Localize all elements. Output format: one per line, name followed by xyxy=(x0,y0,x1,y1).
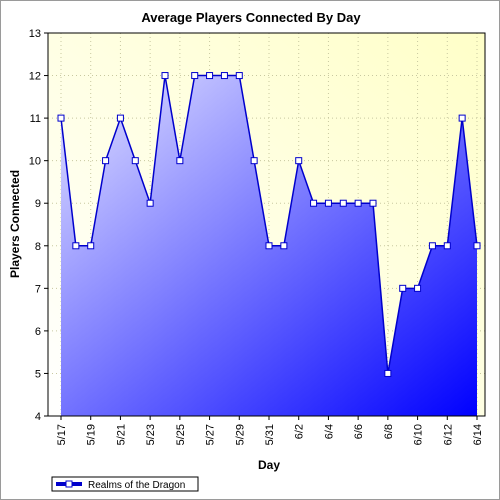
y-axis: 4 5 6 7 8 9 10 11 12 13 xyxy=(29,28,48,423)
data-point-marker xyxy=(131,157,139,165)
x-axis: 5/17 5/19 5/21 5/23 5/25 5/27 5/29 5/31 6/2 6/4 6/… xyxy=(56,416,484,445)
x-tick-label: 6/14 xyxy=(472,424,484,445)
x-tick-label: 5/19 xyxy=(86,424,98,445)
data-point-marker xyxy=(206,72,214,80)
data-point-marker xyxy=(310,199,318,207)
data-point-marker xyxy=(414,284,422,292)
legend-label: Realms of the Dragon xyxy=(88,480,185,491)
chart-title: Average Players Connected By Day xyxy=(141,10,361,25)
data-point-marker xyxy=(176,157,184,165)
legend-box xyxy=(51,476,199,492)
x-tick-label: 5/23 xyxy=(145,424,157,445)
y-tick-label: 7 xyxy=(35,283,41,295)
data-point-marker xyxy=(72,242,80,250)
x-tick-label: 6/2 xyxy=(294,424,306,439)
data-point-marker xyxy=(399,284,407,292)
data-point-marker xyxy=(369,199,377,207)
y-tick-label: 4 xyxy=(35,411,41,423)
x-tick-label: 5/27 xyxy=(205,424,217,445)
data-point-marker xyxy=(443,242,451,250)
x-tick-label: 6/12 xyxy=(442,424,454,445)
area-series-layer xyxy=(47,32,486,417)
plot-border xyxy=(47,32,486,417)
x-tick-label: 6/6 xyxy=(353,424,365,439)
data-point-marker xyxy=(220,72,228,80)
data-point-marker xyxy=(354,199,362,207)
y-tick-label: 9 xyxy=(35,198,41,210)
y-tick-label: 13 xyxy=(29,28,41,40)
data-point-marker xyxy=(87,242,95,250)
legend: Realms of the Dragon xyxy=(51,476,199,492)
data-point-marker xyxy=(473,242,481,250)
x-tick-label: 5/25 xyxy=(175,424,187,445)
legend-marker xyxy=(65,480,73,488)
x-axis-title: Day xyxy=(258,458,280,472)
data-point-marker xyxy=(295,157,303,165)
x-tick-label: 6/4 xyxy=(323,424,335,439)
x-tick-label: 6/8 xyxy=(383,424,395,439)
data-point-marker xyxy=(458,114,466,122)
data-point-marker xyxy=(384,369,392,377)
data-point-marker xyxy=(265,242,273,250)
data-point-marker xyxy=(324,199,332,207)
data-point-marker xyxy=(146,199,154,207)
data-point-marker xyxy=(280,242,288,250)
y-axis-title: Players Connected xyxy=(8,170,22,278)
data-point-marker xyxy=(102,157,110,165)
y-tick-label: 5 xyxy=(35,368,41,380)
x-tick-label: 5/31 xyxy=(264,424,276,445)
y-tick-label: 11 xyxy=(30,113,41,125)
y-tick-label: 12 xyxy=(29,71,41,83)
data-point-marker xyxy=(57,114,65,122)
y-tick-label: 10 xyxy=(29,156,41,168)
data-point-marker xyxy=(428,242,436,250)
x-tick-label: 5/21 xyxy=(115,424,127,445)
x-tick-label: 5/17 xyxy=(56,424,68,445)
x-tick-label: 6/10 xyxy=(413,424,425,445)
data-point-marker xyxy=(235,72,243,80)
y-tick-label: 6 xyxy=(35,326,41,338)
x-tick-label: 5/29 xyxy=(234,424,246,445)
y-tick-label: 8 xyxy=(35,241,41,253)
data-point-marker xyxy=(161,72,169,80)
data-point-marker xyxy=(250,157,258,165)
data-point-marker xyxy=(191,72,199,80)
data-point-marker xyxy=(339,199,347,207)
data-point-marker xyxy=(116,114,124,122)
